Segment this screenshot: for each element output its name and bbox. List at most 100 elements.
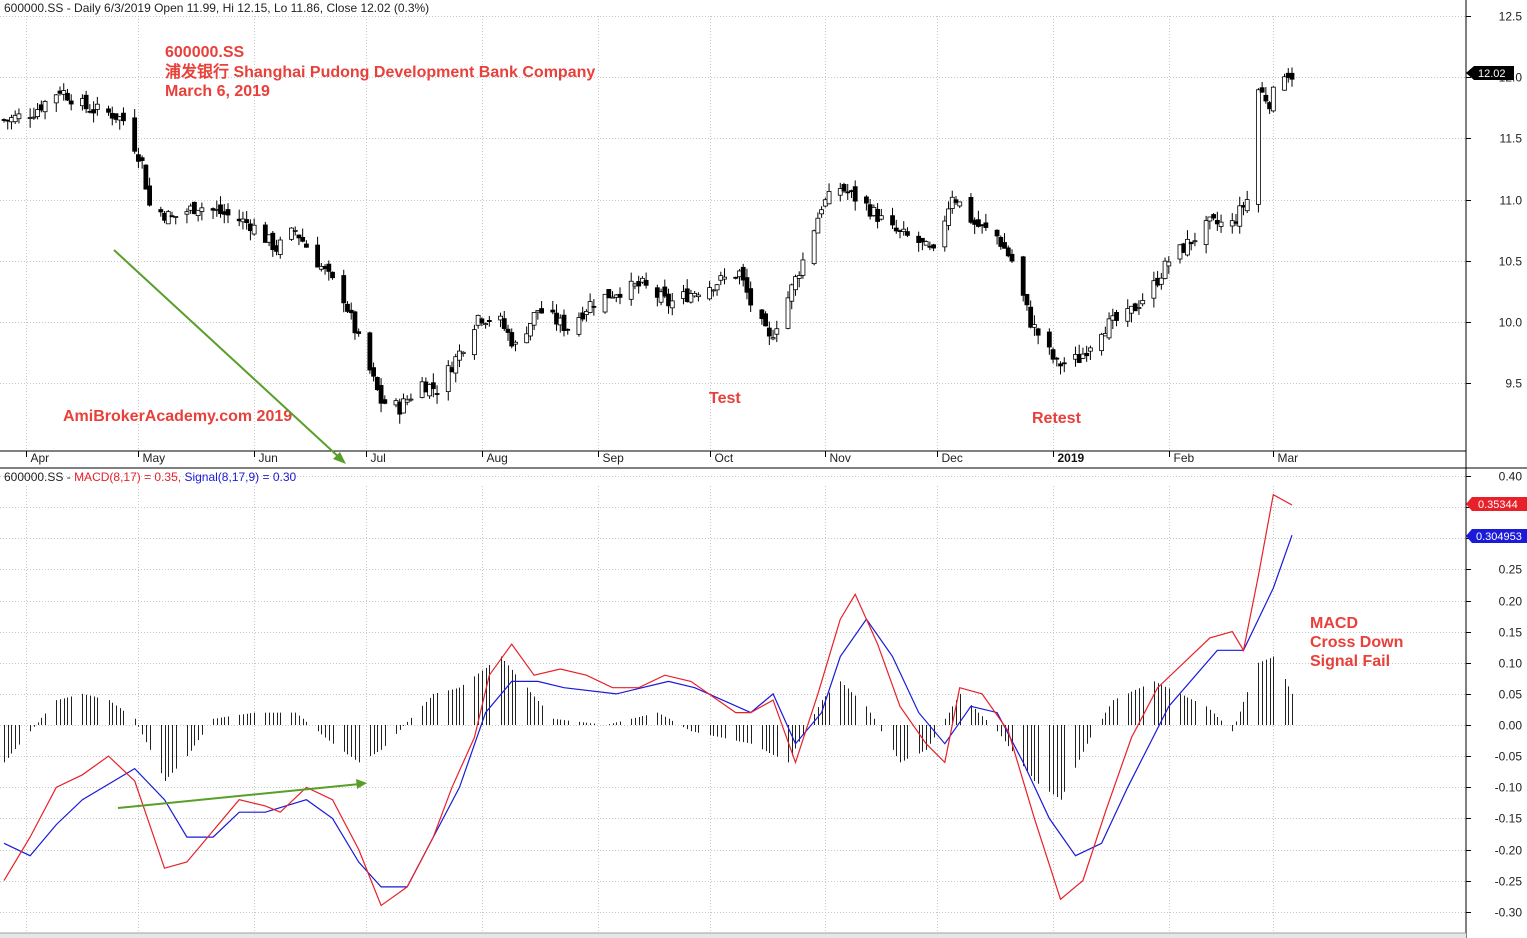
candle-body — [479, 318, 485, 324]
candle-body — [1046, 331, 1052, 348]
candle-body — [1099, 333, 1104, 352]
candle-body — [289, 227, 294, 240]
candle-body — [303, 243, 309, 248]
candle-body — [1106, 318, 1112, 339]
candle-body — [968, 197, 974, 223]
candle-body — [740, 266, 746, 281]
retest-annotation: Retest — [1032, 410, 1082, 427]
candle-body — [1259, 87, 1265, 93]
candle-body — [864, 196, 869, 204]
candle-body — [1084, 352, 1090, 357]
candle-body — [1032, 324, 1037, 328]
candle-body — [576, 317, 582, 335]
macd-horizontal-grid — [0, 476, 1466, 913]
price-pane[interactable]: 9.510.010.511.011.512.012.5 AprMayJunJul… — [0, 0, 1522, 468]
candle-body — [946, 208, 951, 226]
candle-body — [356, 331, 362, 334]
macd-note-line-3: Signal Fail — [1310, 653, 1390, 670]
candle-body — [1125, 308, 1131, 322]
candle-body — [957, 201, 963, 207]
candle-body — [453, 356, 459, 374]
candle-body — [707, 287, 712, 300]
candle-body — [1289, 72, 1295, 80]
macd-y-tick-label: 0.20 — [1499, 595, 1523, 609]
candle-body — [218, 204, 223, 215]
candle-body — [602, 293, 608, 313]
candle-body — [501, 318, 507, 329]
candle-body — [341, 275, 347, 304]
macd-y-tick-label: 0.15 — [1499, 626, 1523, 640]
candle-body — [374, 376, 380, 391]
candle-body — [539, 308, 544, 314]
candle-body — [1270, 86, 1276, 112]
candle-body — [953, 199, 959, 203]
x-tick-label: Jun — [259, 451, 278, 465]
candle-body — [277, 239, 283, 255]
candle-body — [195, 209, 201, 216]
candle-body — [878, 215, 884, 220]
candle-body — [184, 211, 190, 215]
candle-body — [748, 288, 754, 306]
candle-body — [427, 383, 433, 397]
candle-body — [710, 289, 716, 292]
macd-y-tick-label: -0.30 — [1495, 906, 1523, 920]
candle-body — [35, 109, 40, 117]
svg-text:0.304953: 0.304953 — [1476, 531, 1522, 543]
candle-body — [890, 215, 895, 226]
candle-body — [382, 399, 388, 404]
candle-body — [789, 284, 795, 302]
candle-body — [800, 259, 806, 276]
price-horizontal-grid — [0, 16, 1466, 384]
macd-y-tick-label: -0.05 — [1495, 750, 1523, 764]
candle-body — [763, 313, 768, 327]
price-y-tick-label: 12.5 — [1499, 10, 1523, 24]
candle-body — [845, 191, 851, 194]
candle-body — [1158, 277, 1164, 285]
candle-body — [483, 323, 489, 326]
candle-body — [662, 286, 668, 297]
candle-body — [923, 241, 929, 246]
candle-body — [401, 398, 406, 414]
candle-body — [643, 279, 649, 286]
macd-y-tick-label: -0.25 — [1495, 875, 1523, 889]
candle-body — [1256, 89, 1261, 205]
candle-body — [785, 297, 791, 329]
macd-pane[interactable]: -0.30 -0.25 -0.20 -0.15 -0.10 -0.05 0.00 0.05 0.… — [0, 468, 1527, 938]
candle-body — [251, 224, 257, 235]
candle-body — [191, 201, 197, 215]
candle-body — [1207, 216, 1213, 222]
candle-body — [722, 276, 727, 280]
macd-y-tick-label: 0.10 — [1499, 657, 1523, 671]
candle-body — [994, 229, 1000, 237]
macd-histogram — [4, 656, 1293, 800]
company-annotation: 浦发银行 Shanghai Pudong Development Bank Co… — [165, 62, 595, 81]
macd-y-tick-label: 0.00 — [1499, 719, 1523, 733]
candle-body — [1080, 353, 1086, 359]
sheet-tab-strip — [0, 932, 1466, 938]
candle-body — [524, 333, 530, 344]
candle-body — [53, 94, 59, 104]
x-tick-label: Feb — [1174, 451, 1195, 465]
x-tick-label: Apr — [31, 451, 50, 465]
candle-body — [796, 275, 802, 279]
candle-body — [561, 314, 567, 331]
svg-text:12.02: 12.02 — [1478, 68, 1506, 80]
candle-body — [1188, 241, 1194, 245]
candle-body — [942, 220, 948, 248]
signal-value-tag: 0.304953 — [1466, 529, 1527, 543]
candle-body — [1140, 300, 1146, 305]
candle-body — [404, 399, 410, 403]
candle-body — [837, 188, 843, 196]
candle-body — [819, 209, 824, 215]
candle-body — [688, 293, 694, 303]
candle-body — [931, 244, 936, 249]
price-y-tick-label: 11.0 — [1500, 194, 1523, 208]
candle-body — [371, 367, 377, 377]
candle-body — [905, 231, 910, 236]
candle-body — [949, 196, 955, 209]
candle-body — [770, 337, 776, 340]
candle-body — [1088, 347, 1093, 352]
candle-body — [565, 328, 571, 331]
price-y-tick-label: 9.5 — [1505, 377, 1522, 391]
